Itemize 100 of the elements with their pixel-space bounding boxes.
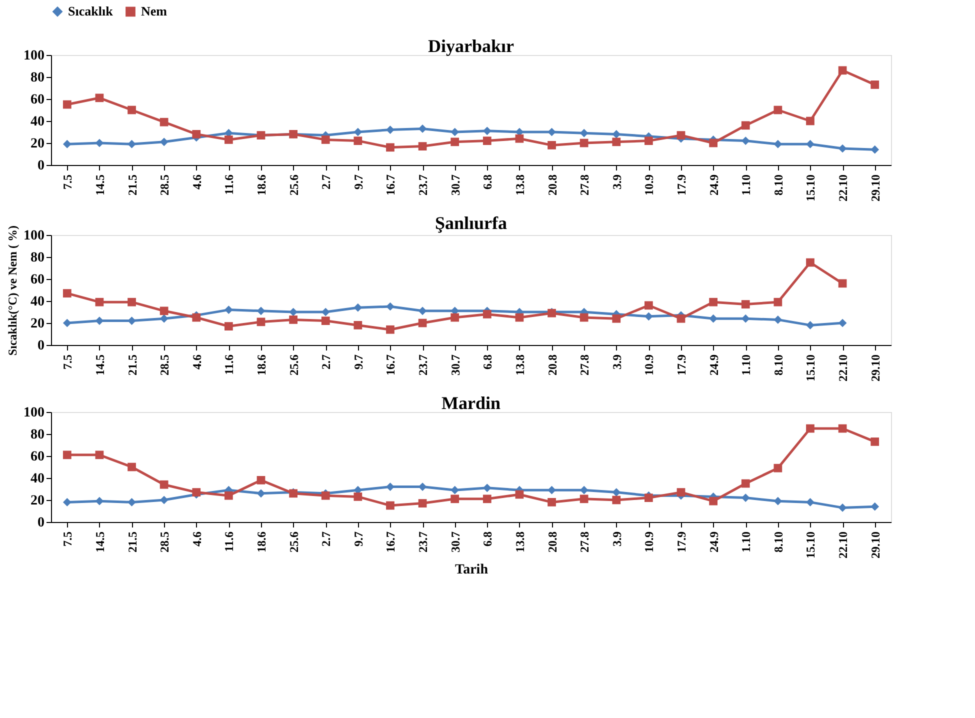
x-tick-label: 20.8 bbox=[545, 532, 560, 552]
point bbox=[676, 314, 686, 323]
x-tick-label: 13.8 bbox=[512, 354, 527, 376]
point bbox=[709, 138, 718, 148]
x-tick-label: 8.10 bbox=[771, 354, 786, 376]
point bbox=[160, 306, 168, 316]
x-tick-label: 4.6 bbox=[190, 354, 204, 370]
point bbox=[386, 501, 394, 510]
x-tick-label: 15.10 bbox=[804, 174, 818, 202]
x-tick-label: 22.10 bbox=[836, 174, 850, 202]
point bbox=[95, 450, 104, 460]
point bbox=[386, 482, 394, 491]
legend-label: Sıcaklık bbox=[68, 4, 114, 19]
point bbox=[870, 502, 880, 511]
point bbox=[62, 318, 72, 328]
point bbox=[548, 498, 556, 506]
x-tick-label: 29.10 bbox=[868, 174, 882, 202]
point bbox=[838, 144, 847, 153]
x-tick-label: 7.5 bbox=[60, 532, 75, 546]
x-tick-label: 30.7 bbox=[448, 532, 462, 552]
point bbox=[128, 298, 136, 306]
x-tick-label: 16.7 bbox=[384, 532, 398, 552]
point bbox=[418, 142, 427, 150]
point bbox=[774, 464, 782, 472]
point bbox=[224, 322, 233, 330]
point bbox=[128, 106, 136, 114]
y-tick-label: 100 bbox=[24, 406, 44, 420]
y-tick-label: 60 bbox=[30, 92, 44, 108]
chart-title: Şanlıurfa bbox=[434, 212, 508, 233]
x-tick-label: 23.7 bbox=[416, 174, 430, 196]
point bbox=[482, 484, 492, 492]
chart-title: Mardin bbox=[441, 393, 501, 413]
point bbox=[354, 303, 362, 312]
point bbox=[806, 321, 814, 330]
point bbox=[548, 128, 556, 136]
x-tick-label: 22.10 bbox=[836, 532, 850, 558]
point bbox=[838, 66, 847, 75]
x-tick-label: 1.10 bbox=[739, 532, 754, 552]
x-tick-label: 16.7 bbox=[384, 174, 398, 196]
point bbox=[289, 316, 298, 324]
point bbox=[62, 498, 72, 506]
x-tick-label: 11.6 bbox=[222, 532, 236, 552]
x-tick-label: 14.5 bbox=[92, 174, 107, 196]
point bbox=[548, 486, 556, 494]
x-tick-label: 18.6 bbox=[254, 532, 268, 552]
point bbox=[289, 308, 298, 316]
x-tick-label: 9.7 bbox=[351, 354, 366, 370]
x-tick-label: 29.10 bbox=[868, 532, 882, 558]
x-tick-label: 28.5 bbox=[158, 354, 172, 376]
y-tick-label: 20 bbox=[30, 494, 44, 508]
point bbox=[580, 128, 588, 138]
point bbox=[644, 301, 653, 310]
x-tick-label: 25.6 bbox=[286, 532, 301, 552]
point bbox=[806, 498, 814, 506]
point bbox=[160, 118, 168, 126]
point bbox=[774, 106, 782, 114]
x-tick-label: 3.9 bbox=[610, 174, 624, 190]
point bbox=[612, 488, 621, 496]
point bbox=[515, 490, 524, 499]
x-tick-label: 2.7 bbox=[319, 174, 334, 190]
point bbox=[838, 279, 847, 288]
y-tick-label: 0 bbox=[38, 338, 44, 354]
x-tick-label: 15.10 bbox=[804, 532, 818, 558]
point bbox=[644, 136, 653, 145]
y-tick-label: 40 bbox=[30, 294, 44, 310]
y-tick-label: 40 bbox=[30, 472, 44, 486]
x-tick-label: 10.9 bbox=[642, 174, 656, 196]
y-axis-title: Sıcaklık(°C) ve Nem ( %) bbox=[6, 225, 20, 356]
x-tick-label: 28.5 bbox=[158, 532, 172, 552]
x-tick-label: 4.6 bbox=[190, 174, 204, 190]
point bbox=[806, 140, 814, 148]
point bbox=[62, 289, 72, 298]
point bbox=[321, 136, 330, 144]
x-tick-label: 27.8 bbox=[578, 532, 592, 552]
point bbox=[95, 94, 104, 102]
point bbox=[676, 131, 686, 140]
x-tick-label: 22.10 bbox=[836, 354, 850, 382]
x-tick-label: 1.10 bbox=[739, 174, 754, 196]
y-tick-label: 60 bbox=[30, 450, 44, 464]
point bbox=[741, 300, 750, 308]
point bbox=[806, 424, 814, 433]
point bbox=[676, 488, 686, 496]
y-tick-label: 100 bbox=[24, 228, 44, 244]
point bbox=[192, 313, 201, 322]
point bbox=[644, 312, 653, 321]
x-tick-label: 21.5 bbox=[125, 354, 140, 376]
point bbox=[450, 313, 460, 322]
x-tick-label: 13.8 bbox=[512, 532, 527, 552]
point bbox=[160, 314, 168, 323]
x-tick-label: 2.7 bbox=[319, 532, 334, 546]
point bbox=[128, 140, 136, 148]
y-tick-label: 40 bbox=[30, 114, 44, 130]
point bbox=[612, 496, 621, 504]
y-tick-label: 80 bbox=[30, 70, 44, 86]
point bbox=[774, 316, 782, 324]
x-tick-label: 21.5 bbox=[125, 174, 140, 196]
x-tick-label: 15.10 bbox=[804, 354, 818, 382]
y-tick-label: 20 bbox=[30, 316, 44, 332]
point bbox=[192, 130, 201, 138]
point bbox=[870, 80, 880, 89]
